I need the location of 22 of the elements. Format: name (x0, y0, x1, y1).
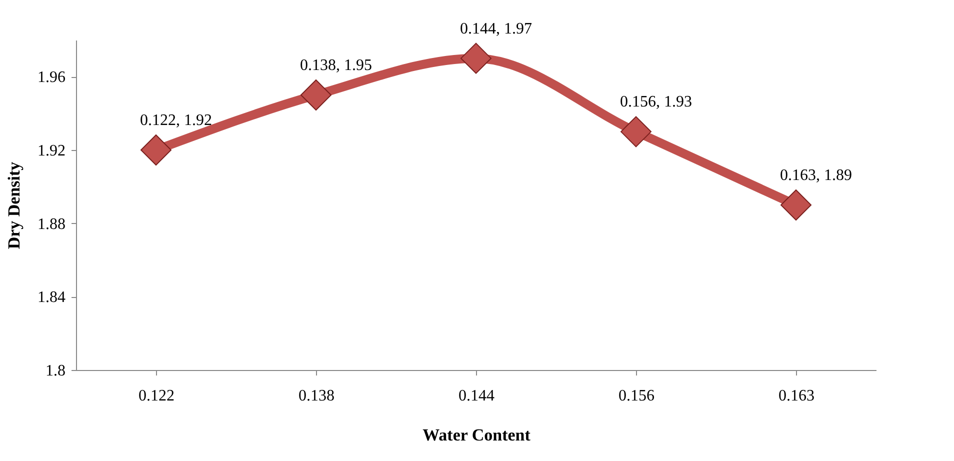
point (780, 190, 812, 220)
data-label: 0.156, 1.93 (620, 94, 692, 111)
data-label: 0.122, 1.92 (140, 112, 212, 129)
x-tick-label: 0.163 (778, 388, 814, 404)
y-tick-label: 1.84 (38, 289, 66, 306)
x-tick-label: 0.122 (138, 388, 174, 404)
y-tick-label: 1.92 (38, 142, 66, 160)
point (620, 116, 652, 148)
y-axis-title: Dry Density (4, 161, 24, 250)
x-tick-label: 0.144 (458, 388, 494, 404)
x-tick-label: 0.138 (298, 388, 334, 404)
data-label: 0.138, 1.95 (300, 57, 372, 74)
x-axis-title: Water Content (422, 426, 531, 444)
x-tick-label: 0.156 (618, 388, 654, 404)
y-tick-label: 1.88 (38, 216, 66, 233)
data-label: 0.163, 1.89 (780, 167, 852, 184)
point (300, 80, 332, 110)
data-label: 0.144, 1.97 (460, 20, 532, 38)
y-tick-label: 1.8 (46, 362, 66, 380)
y-tick-label: 1.96 (38, 69, 66, 86)
point (140, 134, 172, 166)
point (460, 42, 492, 74)
